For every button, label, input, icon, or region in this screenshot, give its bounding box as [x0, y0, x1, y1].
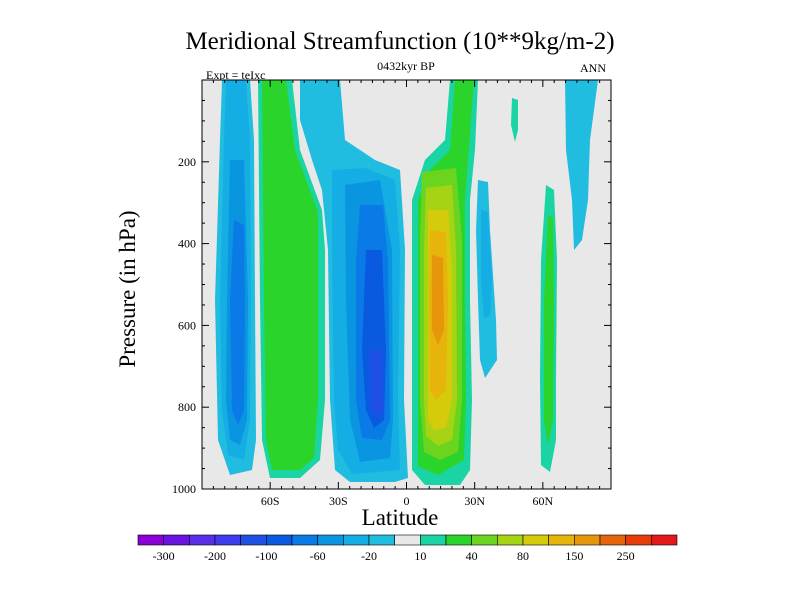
colorbar-label: -300 — [153, 549, 175, 563]
colorbar-swatch — [574, 534, 601, 546]
axis-ticks: 60S 30S 0 30N 60N 200 400 600 800 1000 — [172, 80, 611, 508]
colorbar-label: 40 — [466, 549, 478, 563]
contour-pos-north-60-inner — [544, 215, 554, 445]
season-label: ANN — [580, 61, 606, 75]
x-tick-label: 30N — [464, 494, 485, 508]
x-tick-label: 60N — [532, 494, 553, 508]
colorbar-label: -200 — [204, 549, 226, 563]
contour-field — [215, 80, 598, 485]
colorbar-swatch — [291, 534, 318, 546]
colorbar-swatch — [214, 534, 241, 546]
y-tick-label: 1000 — [172, 482, 196, 496]
contour-neg-south-polar-4 — [230, 220, 245, 425]
colorbar-swatch — [599, 534, 626, 546]
x-axis-label: Latitude — [361, 505, 439, 530]
x-tick-label: 0 — [404, 494, 410, 508]
colorbar-swatch — [368, 534, 395, 546]
colorbar-swatch — [240, 534, 267, 546]
y-tick-label: 200 — [178, 155, 196, 169]
y-tick-label: 800 — [178, 400, 196, 414]
contour-pos-north-hadley-7 — [432, 255, 444, 345]
y-tick-label: 400 — [178, 237, 196, 251]
colorbar-swatch — [471, 534, 498, 546]
colorbar: -300 -200 -100 -60 -20 10 40 80 150 250 — [137, 534, 678, 563]
x-tick-label: 60S — [261, 494, 280, 508]
colorbar-swatch — [651, 534, 678, 546]
contour-neg-south-hadley-6 — [370, 350, 384, 418]
colorbar-label: -60 — [310, 549, 326, 563]
colorbar-swatch — [445, 534, 472, 546]
colorbar-swatch — [394, 534, 421, 546]
contour-neg-north-ferrel-inner — [481, 210, 492, 318]
colorbar-label: 80 — [517, 549, 529, 563]
colorbar-label: 250 — [617, 549, 635, 563]
colorbar-swatch — [317, 534, 344, 546]
experiment-label: Expt = teIxc — [206, 68, 266, 82]
x-tick-label: 30S — [329, 494, 348, 508]
y-tick-label: 600 — [178, 318, 196, 332]
time-label: 0432kyr BP — [377, 59, 435, 73]
colorbar-swatch — [189, 534, 216, 546]
colorbar-swatch — [343, 534, 370, 546]
colorbar-swatch — [522, 534, 549, 546]
colorbar-label: 10 — [414, 549, 426, 563]
colorbar-swatch — [420, 534, 447, 546]
colorbar-swatch — [548, 534, 575, 546]
colorbar-label: 150 — [565, 549, 583, 563]
colorbar-swatch — [163, 534, 190, 546]
contour-pos-south-midlat-inner — [262, 80, 318, 470]
colorbar-swatch — [137, 534, 164, 546]
contour-pos-north-small — [511, 98, 518, 142]
colorbar-swatch — [625, 534, 652, 546]
colorbar-swatch — [266, 534, 293, 546]
colorbar-swatch — [497, 534, 524, 546]
chart-title: Meridional Streamfunction (10**9kg/m-2) — [185, 28, 615, 55]
colorbar-label: -100 — [255, 549, 277, 563]
contour-neg-north-polar — [565, 80, 598, 250]
colorbar-label: -20 — [361, 549, 377, 563]
